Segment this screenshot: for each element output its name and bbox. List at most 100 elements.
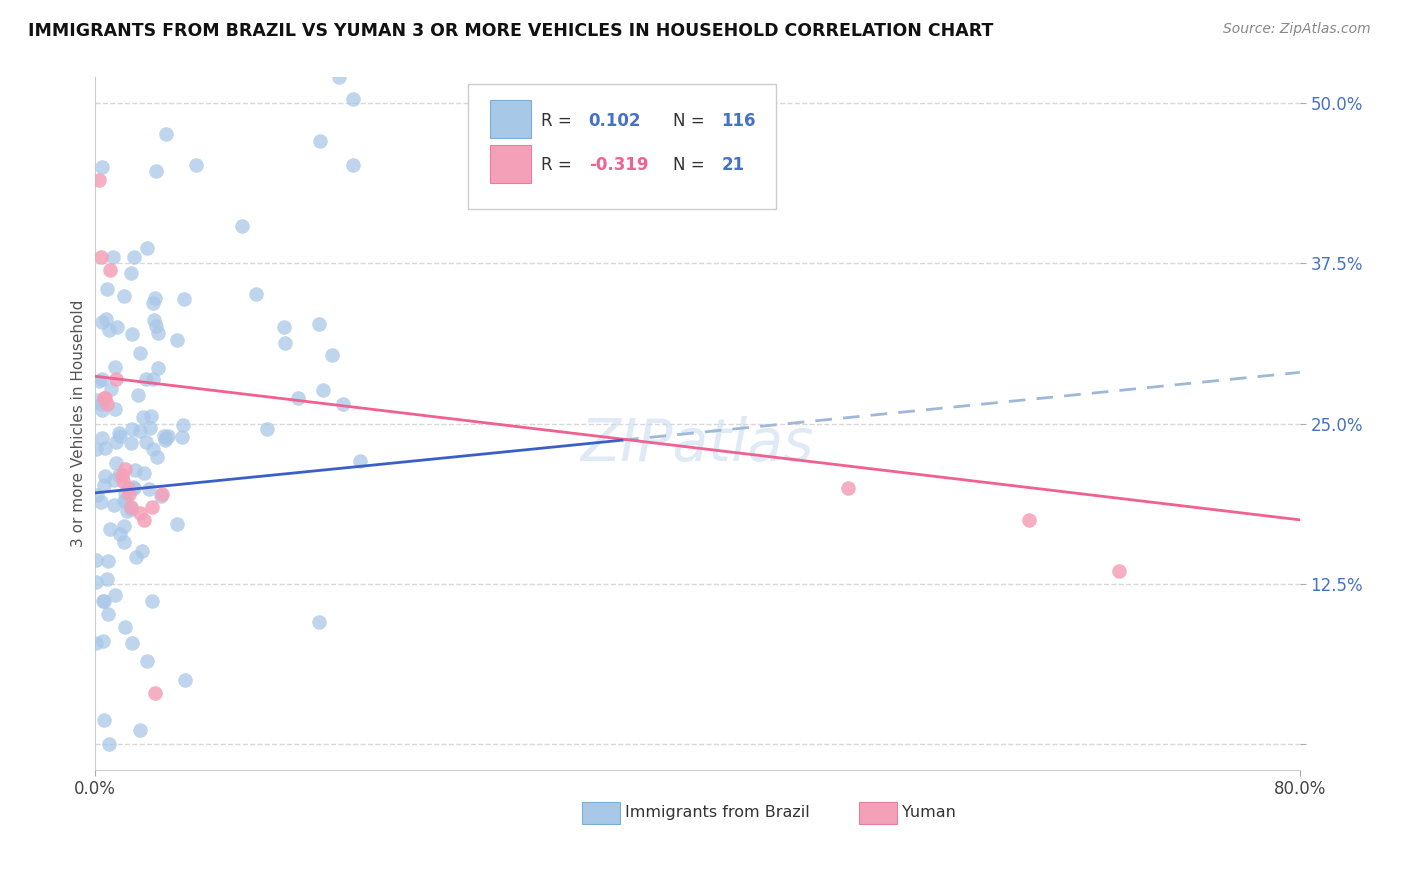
- Point: [131, 544, 153, 558]
- Text: 116: 116: [721, 112, 756, 130]
- Point: [93, 593, 115, 607]
- Point: [105, 320, 128, 334]
- Point: [166, 334, 188, 348]
- Point: [150, 487, 173, 501]
- FancyBboxPatch shape: [582, 802, 620, 824]
- Point: [172, 430, 194, 444]
- Point: [112, 493, 135, 508]
- Point: [136, 654, 159, 668]
- Point: [114, 485, 136, 500]
- Point: [100, 382, 122, 396]
- Point: [120, 266, 142, 280]
- Point: [122, 481, 145, 495]
- Point: [141, 594, 163, 608]
- Point: [91, 160, 114, 174]
- Point: [155, 127, 177, 141]
- Point: [129, 723, 152, 738]
- Point: [155, 431, 177, 445]
- Point: [349, 454, 371, 468]
- Point: [141, 500, 163, 514]
- Point: [104, 588, 127, 602]
- Point: [274, 335, 297, 350]
- Point: [143, 313, 166, 327]
- Point: [103, 473, 125, 487]
- Point: [104, 372, 127, 386]
- Point: [308, 317, 330, 331]
- Point: [84, 636, 107, 650]
- Y-axis label: 3 or more Vehicles in Household: 3 or more Vehicles in Household: [72, 300, 86, 548]
- Point: [89, 374, 111, 388]
- Point: [132, 467, 155, 481]
- Point: [342, 158, 364, 172]
- Point: [93, 478, 115, 492]
- Point: [121, 636, 143, 650]
- Point: [115, 493, 138, 508]
- Point: [143, 686, 166, 700]
- Point: [121, 326, 143, 341]
- Point: [127, 387, 149, 401]
- Point: [97, 554, 120, 568]
- Point: [120, 436, 142, 450]
- Text: ZIPatlas: ZIPatlas: [581, 416, 814, 473]
- Point: [273, 320, 295, 334]
- Point: [114, 461, 136, 475]
- Point: [134, 513, 156, 527]
- Point: [84, 442, 107, 456]
- Point: [93, 469, 115, 483]
- Point: [128, 507, 150, 521]
- Point: [153, 433, 176, 447]
- Text: Source: ZipAtlas.com: Source: ZipAtlas.com: [1223, 22, 1371, 37]
- Point: [90, 494, 112, 508]
- Point: [174, 673, 197, 687]
- Point: [142, 442, 165, 456]
- Point: [150, 489, 173, 503]
- Point: [107, 426, 129, 441]
- Point: [115, 504, 138, 518]
- Point: [84, 575, 107, 590]
- Point: [134, 372, 156, 386]
- Point: [328, 70, 350, 85]
- Point: [142, 295, 165, 310]
- Point: [142, 372, 165, 386]
- Point: [98, 323, 121, 337]
- Point: [91, 432, 114, 446]
- Point: [108, 428, 131, 442]
- Text: 21: 21: [721, 156, 744, 174]
- Point: [135, 241, 157, 255]
- Point: [287, 391, 309, 405]
- Point: [118, 487, 141, 501]
- Text: IMMIGRANTS FROM BRAZIL VS YUMAN 3 OR MORE VEHICLES IN HOUSEHOLD CORRELATION CHAR: IMMIGRANTS FROM BRAZIL VS YUMAN 3 OR MOR…: [28, 22, 994, 40]
- Point: [156, 428, 179, 442]
- Point: [146, 450, 169, 465]
- Point: [132, 409, 155, 424]
- Text: R =: R =: [540, 156, 576, 174]
- Point: [111, 467, 134, 482]
- FancyBboxPatch shape: [859, 802, 897, 824]
- Point: [96, 397, 118, 411]
- Point: [105, 435, 128, 450]
- Point: [125, 550, 148, 565]
- Text: 0.102: 0.102: [589, 112, 641, 130]
- Point: [104, 457, 127, 471]
- Point: [86, 488, 108, 502]
- Point: [120, 501, 142, 516]
- Point: [94, 441, 117, 455]
- Point: [112, 288, 135, 302]
- Text: Immigrants from Brazil: Immigrants from Brazil: [624, 805, 810, 820]
- Point: [128, 346, 150, 360]
- Point: [312, 384, 335, 398]
- Point: [308, 615, 330, 629]
- Point: [96, 282, 118, 296]
- Text: N =: N =: [673, 112, 710, 130]
- Point: [98, 522, 121, 536]
- Point: [98, 737, 121, 751]
- Text: -0.319: -0.319: [589, 156, 648, 174]
- Text: Yuman: Yuman: [903, 805, 956, 820]
- Point: [1018, 513, 1040, 527]
- FancyBboxPatch shape: [489, 145, 531, 183]
- Point: [90, 250, 112, 264]
- Point: [120, 500, 142, 514]
- Point: [124, 463, 146, 477]
- Point: [108, 527, 131, 541]
- Point: [122, 479, 145, 493]
